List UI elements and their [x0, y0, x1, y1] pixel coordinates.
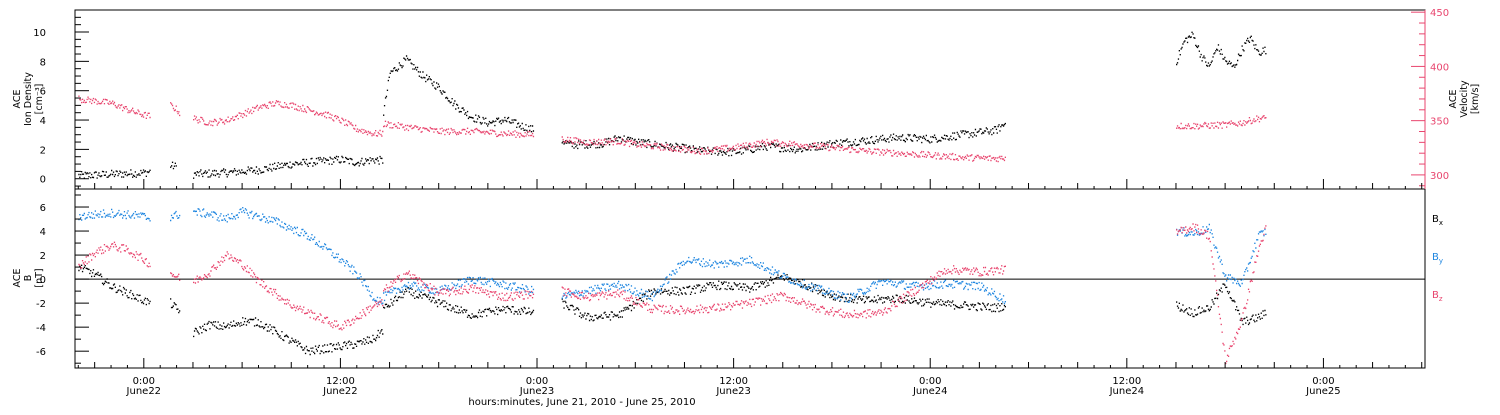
density-tick-label: 6	[40, 87, 46, 98]
density-tick-label: 0	[40, 175, 46, 186]
axis-labels: hours:minutes, June 21, 2010 - June 25, …	[12, 72, 1481, 408]
velocity-axis-label-line: [km/s]	[1470, 84, 1481, 114]
legend-bz: Bz	[1432, 290, 1443, 303]
density-velocity-data	[78, 31, 1267, 179]
bz-points-segment-4	[561, 265, 1006, 319]
top-panel-frame	[74, 9, 1426, 190]
bfield-axis-label-line: B	[23, 275, 34, 282]
density-tick-label: 2	[40, 145, 46, 156]
bz-points-segment-3	[383, 270, 535, 302]
ion-density-points-segment-4	[561, 122, 1006, 157]
velocity-points-segment-5	[1176, 115, 1267, 130]
bfield-axis-label-line: [nT]	[34, 268, 45, 287]
by-points-segment-3	[383, 276, 535, 302]
density-axis-label: ACE Ion Density [cm⁻³]	[12, 72, 45, 126]
legend-subscript: z	[1439, 295, 1443, 303]
x-tick-label: 0:00	[919, 376, 941, 387]
velocity-points-segment-2	[193, 100, 384, 137]
bx-points-segment-1	[170, 298, 181, 314]
velocity-tick-label: 400	[1430, 62, 1449, 73]
legend-symbol: B	[1432, 214, 1439, 225]
ion-density-points-segment-3	[383, 55, 535, 133]
density-tick-label: 10	[33, 28, 46, 39]
legend-subscript: x	[1439, 219, 1443, 227]
legend-symbol: B	[1432, 290, 1439, 301]
x-tick-label: 0:00	[1312, 376, 1334, 387]
magnetic-field-data	[78, 207, 1267, 365]
by-points-segment-1	[170, 210, 181, 222]
x-day-label: June25	[1305, 386, 1341, 397]
ion-density-points-segment-5	[1176, 31, 1267, 68]
x-day-label: June24	[1109, 386, 1145, 397]
x-day-label: June23	[715, 386, 751, 397]
velocity-points-segment-3	[383, 120, 535, 138]
by-points-segment-4	[561, 255, 1006, 305]
velocity-points-segment-4	[561, 136, 1006, 163]
bfield-tick-label: 0	[40, 275, 46, 286]
x-tick-label: 12:00	[1112, 376, 1141, 387]
legend-by: By	[1432, 252, 1443, 265]
bz-points-segment-0	[78, 241, 151, 269]
x-tick-label: 12:00	[719, 376, 748, 387]
axes-and-ticks: 0246810300350400450-6-4-202460:00June221…	[33, 8, 1449, 397]
bz-points-segment-5	[1176, 223, 1267, 365]
ion-density-points-segment-0	[78, 169, 151, 179]
bx-points-segment-3	[383, 287, 535, 319]
legend-symbol: B	[1432, 252, 1439, 263]
bx-points-segment-2	[193, 317, 384, 356]
by-points-segment-2	[193, 207, 384, 305]
x-tick-label: 0:00	[526, 376, 548, 387]
x-axis-label: hours:minutes, June 21, 2010 - June 25, …	[468, 397, 695, 408]
bz-points-segment-2	[193, 251, 384, 331]
x-tick-label: 12:00	[326, 376, 355, 387]
density-axis-label-line: Ion Density	[23, 72, 34, 126]
by-points-segment-0	[78, 208, 151, 222]
bx-points-segment-0	[78, 264, 151, 306]
by-points-segment-5	[1176, 223, 1267, 287]
legend-subscript: y	[1439, 257, 1443, 265]
x-day-label: June23	[519, 386, 555, 397]
bottom-panel-frame	[74, 188, 1426, 369]
x-day-label: June24	[912, 386, 948, 397]
velocity-axis-label: ACE Velocity [km/s]	[1448, 80, 1481, 118]
velocity-axis-label-line: ACE	[1448, 90, 1459, 109]
bfield-tick-label: -6	[36, 347, 46, 358]
velocity-tick-label: 350	[1430, 117, 1449, 128]
density-tick-label: 4	[40, 116, 46, 127]
bfield-tick-label: -2	[36, 299, 46, 310]
bfield-axis-label-line: ACE	[12, 269, 23, 288]
velocity-tick-label: 300	[1430, 171, 1449, 182]
velocity-points-segment-1	[170, 102, 181, 117]
x-day-label: June22	[322, 386, 358, 397]
bfield-tick-label: -4	[36, 323, 46, 334]
density-axis-label-line: [cm⁻³]	[34, 84, 45, 115]
legend-bx: Bx	[1432, 214, 1443, 227]
velocity-tick-label: 450	[1430, 8, 1449, 19]
bfield-tick-label: 2	[40, 251, 46, 262]
bfield-tick-label: 4	[40, 227, 46, 238]
velocity-points-segment-0	[78, 95, 151, 119]
bx-points-segment-5	[1176, 283, 1267, 326]
velocity-axis-label-line: Velocity	[1459, 80, 1470, 118]
bfield-tick-label: 6	[40, 203, 46, 214]
x-tick-label: 0:00	[133, 376, 155, 387]
bx-points-segment-4	[561, 274, 1006, 322]
ion-density-points-segment-2	[193, 155, 384, 179]
bfield-axis-label: ACE B [nT]	[12, 268, 45, 287]
density-tick-label: 8	[40, 57, 46, 68]
ion-density-points-segment-1	[170, 161, 177, 170]
x-day-label: June22	[126, 386, 162, 397]
bz-points-segment-1	[170, 272, 181, 281]
density-axis-label-line: ACE	[12, 90, 23, 109]
